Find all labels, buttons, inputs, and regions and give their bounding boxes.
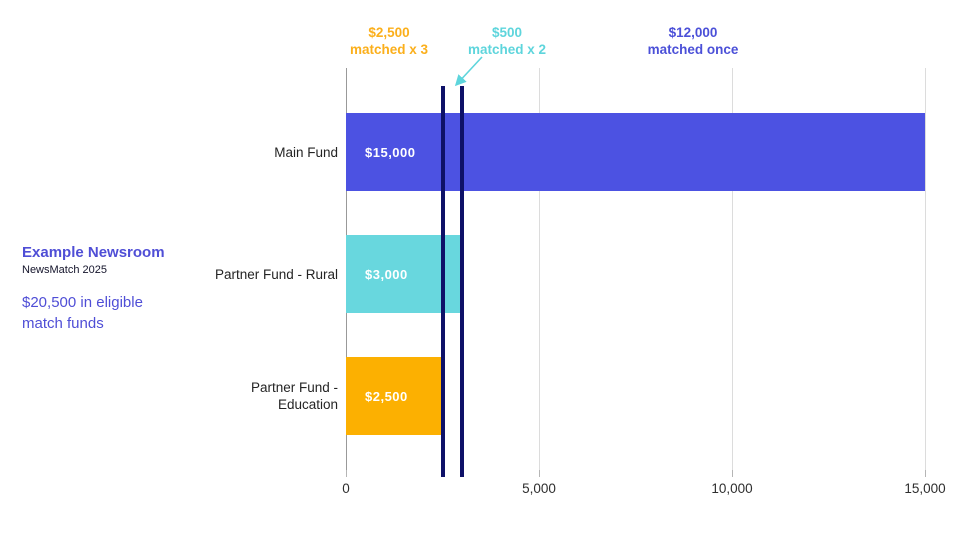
annotation-matched-x2: $500 matched x 2: [432, 25, 582, 58]
annotation-matched-x3: $2,500 matched x 3: [314, 25, 464, 58]
x-axis-label-10000: 10,000: [711, 481, 753, 496]
eligible-funds-text: $20,500 in eligible match funds: [22, 294, 143, 332]
bar-value-label: $3,000: [365, 266, 408, 282]
gridline-10000: [732, 68, 733, 470]
category-label-main-fund: Main Fund: [274, 145, 338, 160]
gridline-5000: [539, 68, 540, 470]
reference-line-2500: [440, 86, 445, 477]
org-name: Example Newsroom: [22, 244, 165, 261]
annotation-amount: $2,500: [368, 25, 410, 40]
bar-partner-fund-education: $2,500: [346, 357, 443, 435]
annotation-amount: $500: [491, 25, 523, 40]
annotation-amount: $12,000: [668, 25, 718, 40]
bar-main-fund: $15,000: [346, 113, 925, 191]
reference-line-3000: [459, 86, 464, 477]
axis-tick-0: [346, 470, 347, 477]
category-label-partner-rural: Partner Fund - Rural: [214, 267, 338, 282]
annotation-caption: matched x 2: [467, 41, 547, 57]
bar-value-label: $2,500: [365, 388, 408, 404]
annotation-matched-once: $12,000 matched once: [618, 25, 768, 58]
sidebar-info: Example Newsroom NewsMatch 2025 $20,500 …: [22, 243, 182, 334]
x-axis-label-15000: 15,000: [904, 481, 946, 496]
annotation-caption: matched once: [647, 41, 739, 57]
annotation-caption: matched x 3: [349, 41, 429, 57]
gridline-15000: [925, 68, 926, 470]
bar-value-label: $15,000: [365, 144, 416, 160]
x-axis-label-0: 0: [342, 481, 350, 496]
category-label-partner-education: Partner Fund - Education: [250, 380, 338, 412]
x-axis-label-5000: 5,000: [522, 481, 556, 496]
axis-tick-15000: [925, 470, 926, 477]
axis-tick-5000: [539, 470, 540, 477]
program-name: NewsMatch 2025: [22, 264, 107, 276]
axis-tick-10000: [732, 470, 733, 477]
